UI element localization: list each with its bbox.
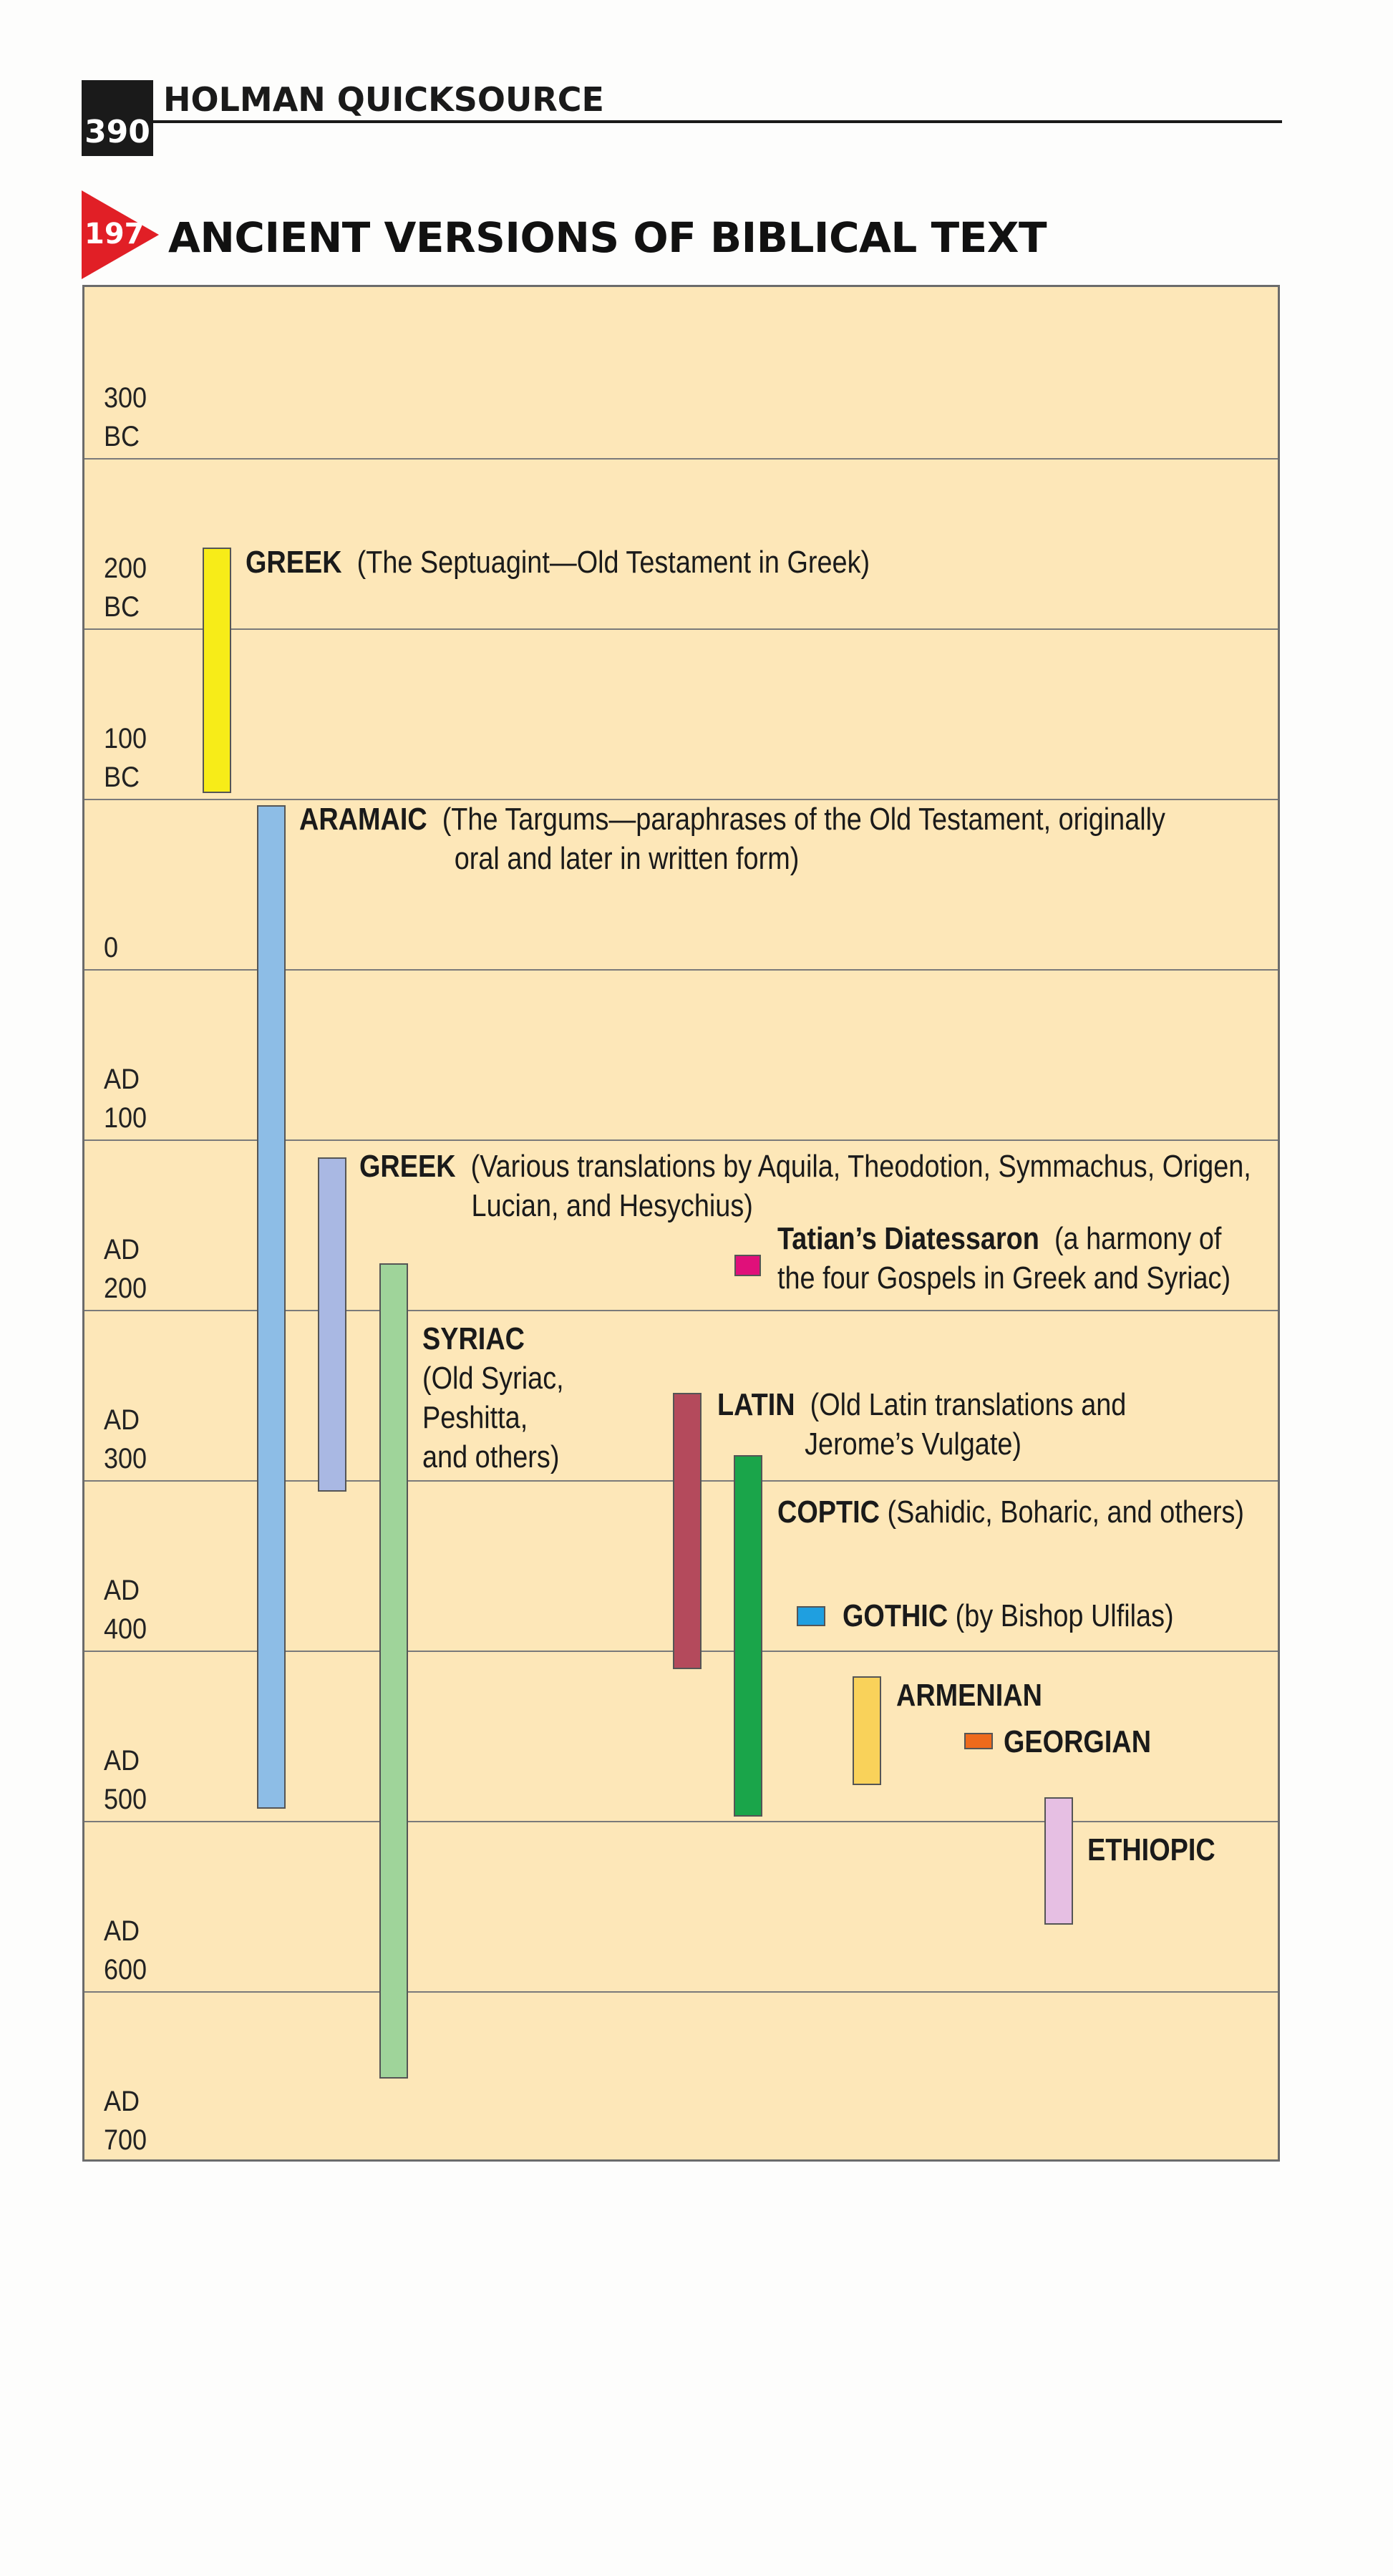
tatian-diatessaron-marker [734,1255,761,1276]
book-title: HOLMAN QUICKSOURCE [163,80,604,119]
greek-translations-label: GREEK (Various translations by Aquila, T… [359,1149,1251,1223]
era-label-ad200: AD 200 [104,1234,147,1304]
armenian-label: ARMENIAN [896,1678,1042,1713]
aramaic-targums-bar [257,805,286,1809]
gridline [84,1991,1278,1993]
gridline [84,1310,1278,1311]
gridline [84,458,1278,460]
coptic-bar [734,1455,762,1817]
era-label-ad500: AD 500 [104,1745,147,1815]
georgian-label: GEORGIAN [1004,1724,1152,1759]
ethiopic-label: ETHIOPIC [1087,1832,1215,1867]
figure-number-flag-icon [82,190,160,279]
gothic-label: GOTHIC (by Bishop Ulfilas) [843,1598,1174,1633]
figure-title: ANCIENT VERSIONS OF BIBLICAL TEXT [168,213,1047,262]
gridline [84,799,1278,800]
aramaic-label: ARAMAIC (The Targums—paraphrases of the … [299,802,1165,876]
era-label-ad100: AD 100 [104,1064,147,1134]
era-label-ad300: AD 300 [104,1404,147,1474]
georgian-marker [964,1733,993,1749]
coptic-label: COPTIC (Sahidic, Boharic, and others) [777,1494,1244,1530]
gridline [84,969,1278,971]
ethiopic-bar [1044,1797,1073,1925]
greek-septuagint-bar [203,548,231,793]
latin-bar [673,1393,702,1669]
tatian-diatessaron-label: Tatian’s Diatessaron (a harmony of the f… [777,1221,1231,1296]
era-label-300bc: 300 BC [104,382,147,452]
greek-septuagint-label: GREEK (The Septuagint—Old Testament in G… [246,545,870,580]
gothic-marker [797,1606,825,1626]
era-label-0: 0 [104,932,119,963]
era-label-ad400: AD 400 [104,1575,147,1645]
greek-translations-bar [318,1157,346,1492]
syriac-bar [379,1263,408,2079]
armenian-bar [853,1676,881,1785]
figure-number: 197 [84,218,145,251]
gridline [84,1139,1278,1141]
page-number-badge: 390 [82,80,153,156]
era-label-ad700: AD 700 [104,2086,147,2156]
era-label-200bc: 200 BC [104,553,147,623]
gridline [84,628,1278,630]
latin-label: LATIN (Old Latin translations and Jerome… [717,1387,1127,1462]
header-rule [153,120,1282,123]
gridline [84,1821,1278,1822]
era-label-100bc: 100 BC [104,723,147,793]
timeline-panel: 300 BC 200 BC 100 BC 0 AD 100 AD 200 AD 300 AD… [82,285,1280,2162]
syriac-label: SYRIAC (Old Syriac, Peshitta, and others… [422,1321,564,1474]
era-label-ad600: AD 600 [104,1915,147,1986]
